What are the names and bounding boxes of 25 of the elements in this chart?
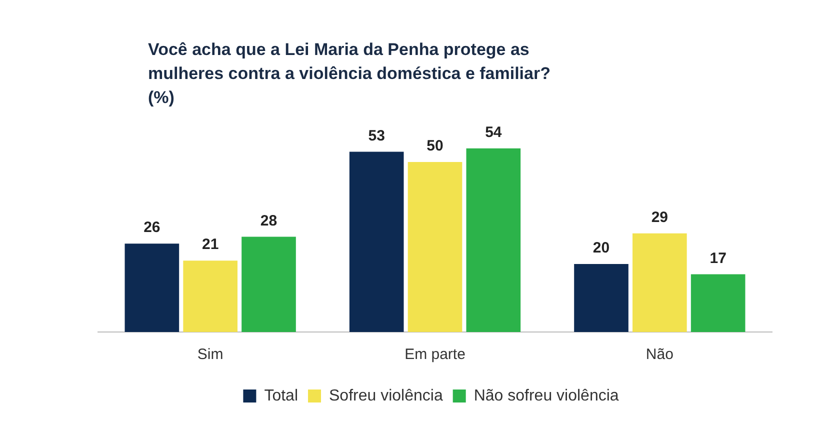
data-label: 28 xyxy=(260,212,278,230)
legend-label: Total xyxy=(264,387,298,404)
bar xyxy=(183,260,238,332)
legend-label: Não sofreu violência xyxy=(474,387,619,404)
data-label: 54 xyxy=(485,124,502,142)
bar xyxy=(242,236,296,332)
legend-label: Sofreu violência xyxy=(328,387,443,404)
chart-title: Você acha que a Lei Maria da Penha protege as mulheres contra a violência doméstica e familiar? (%) xyxy=(148,39,550,109)
bar xyxy=(574,264,628,332)
data-label: 21 xyxy=(202,236,219,254)
data-label: 17 xyxy=(710,250,726,267)
bar xyxy=(124,244,180,332)
data-label: 20 xyxy=(592,240,610,257)
bar xyxy=(466,148,521,332)
data-label: 53 xyxy=(368,127,385,144)
data-label: 26 xyxy=(144,219,160,236)
data-label: 50 xyxy=(426,138,444,155)
bar xyxy=(632,233,687,332)
data-label: 29 xyxy=(651,209,668,226)
x-tick-label: Sim xyxy=(197,346,224,364)
bar xyxy=(349,152,404,332)
bar xyxy=(408,162,462,332)
x-tick-label: Em parte xyxy=(404,346,466,364)
bar xyxy=(690,274,746,332)
x-tick-label: Não xyxy=(646,346,674,364)
